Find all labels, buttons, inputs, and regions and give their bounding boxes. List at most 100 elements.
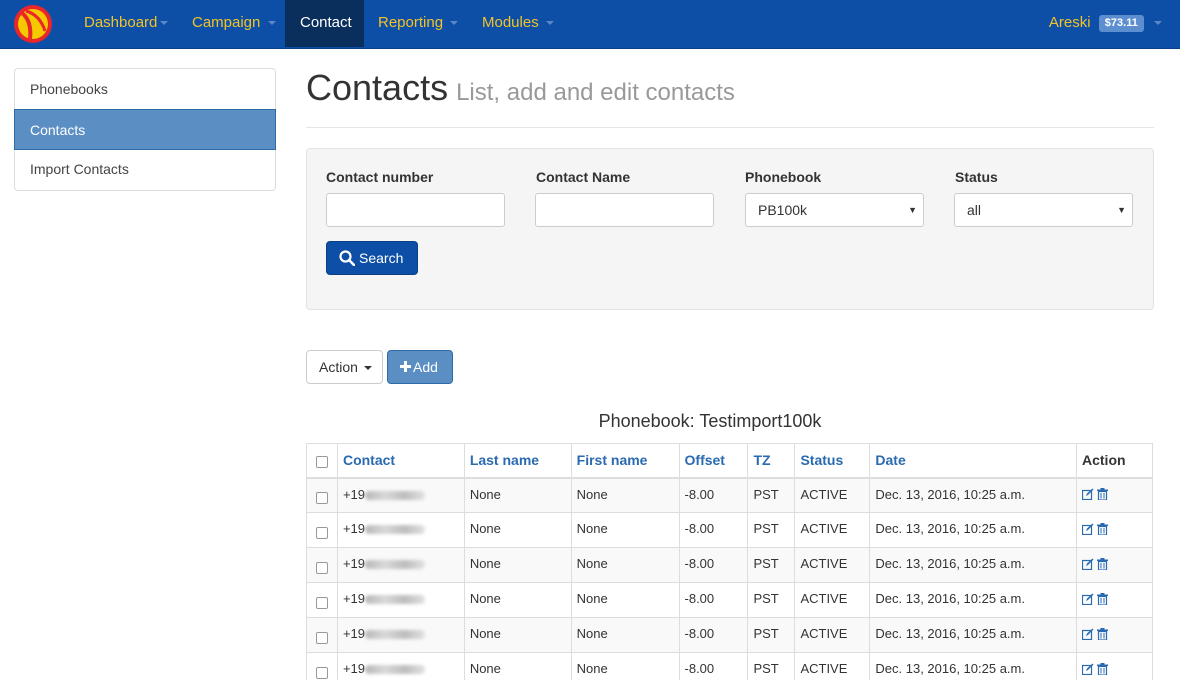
trash-icon[interactable] <box>1097 557 1108 570</box>
edit-icon[interactable] <box>1082 523 1094 535</box>
status-cell: ACTIVE <box>794 547 871 583</box>
last-name-cell-text: None <box>469 521 501 536</box>
tz-cell-text: PST <box>753 626 779 641</box>
redacted-number <box>365 595 426 605</box>
phonebook-label: Phonebook <box>745 169 822 185</box>
last-name-cell-text: None <box>469 591 501 606</box>
status-cell: ACTIVE <box>794 582 871 618</box>
column-header-contact[interactable]: Contact <box>336 443 465 479</box>
balance-badge: $73.11 <box>1098 14 1144 32</box>
last-name-cell: None <box>463 617 572 653</box>
sidebar-item-phonebooks[interactable]: Phonebooks <box>15 69 275 110</box>
status-cell-text: ACTIVE <box>800 661 848 676</box>
table-row: +19 None None -8.00 PST ACTIVE Dec. 13, 2016, … <box>306 652 1153 680</box>
row-checkbox-cell <box>306 617 338 653</box>
caret-down-icon <box>545 21 554 26</box>
nav-contact[interactable]: Contact <box>285 0 364 47</box>
sidebar: Phonebooks Contacts Import Contacts <box>14 68 276 191</box>
last-name-cell-text: None <box>469 626 501 641</box>
sidebar-item-contacts[interactable]: Contacts <box>14 109 276 150</box>
offset-cell-text: -8.00 <box>684 556 715 571</box>
select-all-checkbox-cell <box>306 443 338 479</box>
status-cell: ACTIVE <box>794 617 871 653</box>
offset-cell-text: -8.00 <box>684 591 715 606</box>
row-checkbox[interactable] <box>315 666 328 679</box>
row-checkbox-cell <box>306 652 338 680</box>
date-cell-text: Dec. 13, 2016, 10:25 a.m. <box>875 521 1025 536</box>
first-name-cell-text: None <box>576 661 608 676</box>
row-checkbox-cell <box>306 582 338 618</box>
column-header-offset[interactable]: Offset <box>678 443 749 479</box>
tz-cell: PST <box>747 617 796 653</box>
contact-name-input[interactable] <box>535 193 714 227</box>
trash-icon[interactable] <box>1097 627 1108 640</box>
last-name-cell: None <box>463 582 572 618</box>
tz-cell-text: PST <box>753 556 779 571</box>
redacted-number <box>365 560 426 570</box>
page-subtitle: List, add and edit contacts <box>456 79 735 106</box>
first-name-cell: None <box>570 652 680 680</box>
column-header-first-name[interactable]: First name <box>570 443 680 479</box>
last-name-cell-text: None <box>469 661 501 676</box>
user-menu[interactable]: Areski $73.11 <box>1049 0 1162 47</box>
offset-cell-text: -8.00 <box>684 521 715 536</box>
first-name-cell: None <box>570 477 680 513</box>
edit-icon[interactable] <box>1082 663 1094 675</box>
nav-dashboard[interactable]: Dashboard <box>70 0 182 47</box>
first-name-cell-text: None <box>576 626 608 641</box>
last-name-cell-text: None <box>469 486 501 502</box>
column-header-date[interactable]: Date <box>869 443 1077 479</box>
row-checkbox[interactable] <box>315 596 328 609</box>
contact-cell: +19 <box>336 652 465 680</box>
table-row: +19 None None -8.00 PST ACTIVE Dec. 13, 2016, … <box>306 617 1153 653</box>
row-checkbox[interactable] <box>315 631 328 644</box>
caret-down-icon <box>450 21 459 26</box>
column-header-last-name[interactable]: Last name <box>463 443 572 479</box>
top-navbar: Dashboard Campaign Contact Reporting Mod… <box>0 0 1180 49</box>
trash-icon[interactable] <box>1097 662 1108 675</box>
trash-icon[interactable] <box>1097 592 1108 605</box>
nav-campaign[interactable]: Campaign <box>178 0 290 47</box>
column-header-tz[interactable]: TZ <box>747 443 796 479</box>
tz-cell-text: PST <box>753 521 779 536</box>
action-cell <box>1076 512 1153 548</box>
contact-cell-text: +19 <box>342 591 366 606</box>
date-cell-text: Dec. 13, 2016, 10:25 a.m. <box>875 626 1025 641</box>
edit-icon[interactable] <box>1082 488 1094 501</box>
status-select[interactable]: all ▼ <box>954 193 1133 227</box>
edit-icon[interactable] <box>1082 628 1094 640</box>
offset-cell: -8.00 <box>678 652 749 680</box>
add-contact-button[interactable]: Add <box>387 350 453 384</box>
column-header-action: Action <box>1076 443 1153 479</box>
status-select-value: all <box>967 202 982 218</box>
logo-icon[interactable] <box>12 3 54 45</box>
search-button[interactable]: Search <box>326 241 418 275</box>
trash-icon[interactable] <box>1097 522 1108 535</box>
select-all-checkbox[interactable] <box>315 455 328 468</box>
action-dropdown-button[interactable]: Action <box>306 350 383 384</box>
row-checkbox[interactable] <box>315 492 328 505</box>
contact-number-label: Contact number <box>326 169 434 185</box>
edit-icon[interactable] <box>1082 593 1094 605</box>
status-cell-text: ACTIVE <box>800 591 848 606</box>
tz-cell-text: PST <box>753 661 779 676</box>
sidebar-item-import-contacts[interactable]: Import Contacts <box>30 161 129 177</box>
caret-down-icon <box>1154 21 1162 26</box>
nav-modules[interactable]: Modules <box>468 0 568 47</box>
edit-icon[interactable] <box>1082 558 1094 570</box>
first-name-cell-text: None <box>576 521 608 536</box>
contact-cell-text: +19 <box>342 556 366 571</box>
phonebook-select[interactable]: PB100k ▼ <box>745 193 924 227</box>
contact-cell-text: +19 <box>342 521 366 536</box>
row-checkbox[interactable] <box>315 526 328 539</box>
tz-cell-text: PST <box>753 591 779 606</box>
table-row: +19 None None -8.00 PST ACTIVE Dec. 13, 2016, … <box>306 582 1153 618</box>
trash-icon[interactable] <box>1097 488 1108 501</box>
nav-reporting[interactable]: Reporting <box>364 0 472 47</box>
column-header-status[interactable]: Status <box>794 443 871 479</box>
plus-icon <box>400 361 411 373</box>
row-checkbox[interactable] <box>315 561 328 574</box>
row-checkbox-cell <box>306 547 338 583</box>
action-cell <box>1076 547 1153 583</box>
contact-number-input[interactable] <box>326 193 505 227</box>
